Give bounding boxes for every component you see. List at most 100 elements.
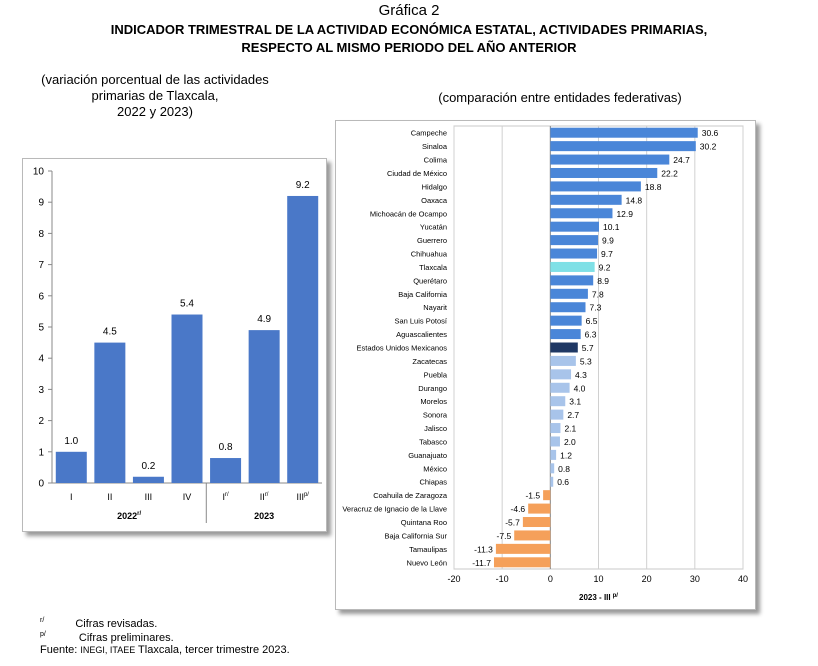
x-tick-label: -20 — [447, 574, 460, 584]
bar — [550, 221, 599, 232]
bar-data-label: 9.2 — [599, 262, 611, 272]
category-label: Sonora — [423, 411, 448, 420]
category-label: Quintana Roo — [401, 518, 447, 527]
x-tick-label: Ir/ — [222, 492, 229, 502]
group-mark: r/ — [137, 511, 141, 517]
bar — [550, 275, 594, 286]
bar — [550, 476, 554, 487]
bar-data-label: -11.7 — [472, 558, 491, 568]
bar-data-label: 24.7 — [673, 155, 690, 165]
chart-title-line-1: INDICADOR TRIMESTRAL DE LA ACTIVIDAD ECO… — [110, 22, 708, 37]
x-tick-label: 20 — [642, 574, 652, 584]
bar-data-label: 9.2 — [296, 180, 310, 191]
bar-data-label: 30.6 — [702, 128, 719, 138]
bar — [550, 329, 581, 340]
bar — [550, 302, 586, 313]
bar-data-label: -4.6 — [511, 504, 526, 514]
bar — [550, 248, 598, 259]
bar-data-label: -1.5 — [525, 491, 540, 501]
category-label: Baja California Sur — [384, 531, 447, 540]
bar-data-label: 9.9 — [602, 236, 614, 246]
bar-data-label: 5.3 — [580, 356, 592, 366]
right-chart-panel: -20 -10 0 10 20 30 40 Campeche 30.6 Sinaloa 30.2 Co… — [335, 120, 756, 610]
bar-data-label: 7.8 — [592, 289, 604, 299]
category-label: Chihuahua — [411, 250, 448, 259]
footnote-r-mark: r/ — [40, 617, 45, 624]
x-tick-label: III — [145, 492, 153, 502]
x-axis-title: 2023 - III p/ — [579, 593, 618, 602]
bar — [550, 167, 658, 178]
x-tick-label: I — [70, 492, 73, 502]
bar-data-label: 10.1 — [603, 222, 620, 232]
figure-label: Gráfica 2 — [378, 2, 440, 19]
bar — [550, 288, 588, 299]
group-label: 2022r/ — [117, 511, 141, 521]
bar — [132, 476, 164, 483]
category-label: Tabasco — [419, 437, 447, 446]
category-label: Ciudad de México — [387, 169, 447, 178]
y-tick-label: 9 — [38, 198, 44, 209]
x-tick-label: IIIp/ — [296, 492, 309, 502]
bar-data-label: 2.7 — [567, 410, 579, 420]
source-orgs: INEGI, ITAEE — [80, 645, 136, 655]
tlaxcala-quarterly-bar-chart: 0 1 2 3 4 5 6 7 8 9 10 1.0 I 4.5 II 0.2 III 5.4 IV 0.8 Ir/4.… — [33, 167, 322, 523]
left-subtitle-line-1: (variación porcentual de las actividades — [41, 72, 269, 87]
bar — [550, 141, 696, 152]
bar — [248, 330, 280, 483]
group-label: 2023 — [254, 511, 274, 521]
bar-data-label: 2.1 — [564, 424, 576, 434]
y-tick-label: 4 — [38, 354, 44, 365]
bar-data-label: 0.8 — [558, 464, 570, 474]
bar — [550, 436, 560, 447]
bar-data-label: 2.0 — [564, 437, 576, 447]
bar-data-label: 3.1 — [569, 397, 581, 407]
x-tick-label: 40 — [738, 574, 748, 584]
category-label: Colima — [424, 156, 448, 165]
category-label: Morelos — [420, 397, 447, 406]
bar — [171, 314, 203, 483]
bar-data-label: -11.3 — [474, 544, 493, 554]
left-chart-subtitle: (variación porcentual de las actividades… — [40, 72, 270, 120]
footnote-p-text: Cifras preliminares. — [78, 631, 174, 644]
x-tick-label: 10 — [593, 574, 603, 584]
bar — [550, 449, 557, 460]
bar-data-label: 1.0 — [64, 436, 78, 447]
source-prefix: Fuente: — [40, 644, 81, 656]
bar — [550, 423, 561, 434]
bar-data-label: 4.9 — [257, 314, 271, 325]
x-tick-mark: r/ — [225, 492, 229, 498]
category-label: Querétaro — [413, 276, 447, 285]
category-label: Aguascalientes — [396, 330, 447, 339]
bar-data-label: 4.5 — [103, 327, 117, 338]
bar — [550, 194, 622, 205]
footnote-r-text: Cifras revisadas. — [75, 617, 158, 630]
category-label: Guanajuato — [408, 451, 447, 460]
bar — [543, 490, 551, 501]
bar — [550, 127, 698, 138]
states-comparison-bar-chart: -20 -10 0 10 20 30 40 Campeche 30.6 Sinaloa 30.2 Co… — [342, 125, 748, 602]
bar-data-label: 9.7 — [601, 249, 613, 259]
y-tick-label: 6 — [38, 291, 44, 302]
bar-data-label: 8.9 — [597, 276, 609, 286]
bar — [550, 261, 595, 272]
category-label: Sinaloa — [422, 142, 448, 151]
y-tick-label: 8 — [38, 229, 44, 240]
x-axis-title-mark: p/ — [613, 593, 619, 599]
category-label: Nayarit — [423, 303, 448, 312]
bar — [550, 315, 582, 326]
category-label: Oaxaca — [421, 196, 448, 205]
bar-data-label: 7.3 — [589, 303, 601, 313]
category-label: Guerrero — [417, 236, 447, 245]
x-tick-label: -10 — [496, 574, 509, 584]
category-label: Puebla — [424, 370, 448, 379]
y-tick-label: 10 — [33, 167, 45, 178]
bar — [287, 195, 319, 483]
chart-title-line-2: RESPECTO AL MISMO PERIODO DEL AÑO ANTERI… — [241, 40, 577, 55]
y-tick-label: 2 — [38, 416, 44, 427]
x-tick-label: 30 — [690, 574, 700, 584]
bar-data-label: 0.6 — [557, 477, 569, 487]
y-tick-label: 7 — [38, 260, 44, 271]
bar — [493, 557, 551, 568]
bar — [55, 451, 87, 483]
bar-data-label: 1.2 — [560, 450, 572, 460]
